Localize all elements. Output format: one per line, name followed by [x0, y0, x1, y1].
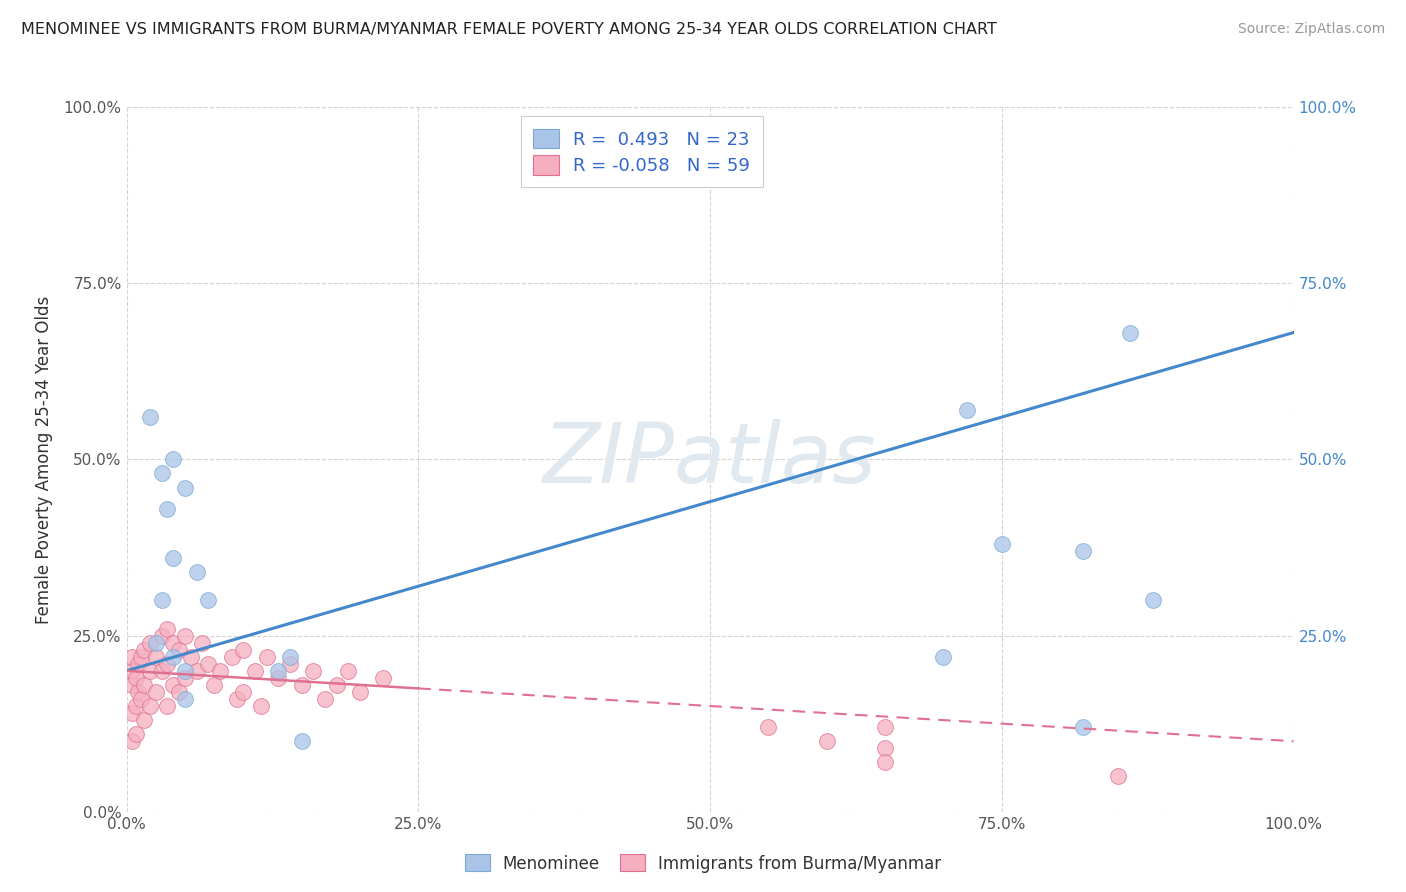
Point [150, 467, 173, 481]
Point [1119, 326, 1142, 340]
Point [127, 657, 149, 671]
Point [132, 642, 155, 657]
Legend: Menominee, Immigrants from Burma/Myanmar: Menominee, Immigrants from Burma/Myanmar [458, 847, 948, 880]
Point [150, 593, 173, 607]
Point [121, 734, 143, 748]
Point [256, 649, 278, 664]
Point [167, 685, 190, 699]
Point [191, 635, 214, 649]
Point [1142, 593, 1164, 607]
Point [174, 481, 197, 495]
Point [132, 678, 155, 692]
Point [302, 664, 325, 678]
Point [174, 664, 197, 678]
Point [139, 410, 162, 425]
Legend: R =  0.493   N = 23, R = -0.058   N = 59: R = 0.493 N = 23, R = -0.058 N = 59 [520, 116, 762, 187]
Point [337, 664, 360, 678]
Point [1108, 769, 1130, 784]
Point [267, 671, 290, 685]
Point [145, 649, 167, 664]
Point [208, 664, 231, 678]
Point [202, 678, 225, 692]
Y-axis label: Female Poverty Among 25-34 Year Olds: Female Poverty Among 25-34 Year Olds [35, 295, 52, 624]
Point [267, 664, 290, 678]
Point [197, 593, 219, 607]
Point [232, 685, 254, 699]
Point [156, 501, 179, 516]
Point [145, 635, 167, 649]
Point [875, 741, 897, 756]
Point [290, 678, 312, 692]
Point [132, 713, 155, 727]
Point [290, 734, 312, 748]
Point [162, 551, 184, 566]
Point [875, 756, 897, 770]
Point [232, 642, 254, 657]
Point [121, 678, 143, 692]
Point [127, 685, 149, 699]
Point [1073, 544, 1095, 558]
Text: ZIPatlas: ZIPatlas [543, 419, 877, 500]
Point [150, 628, 173, 642]
Point [129, 692, 152, 706]
Point [139, 664, 162, 678]
Point [156, 699, 179, 714]
Point [756, 720, 779, 734]
Point [121, 664, 143, 678]
Point [156, 657, 179, 671]
Point [932, 649, 955, 664]
Point [174, 671, 197, 685]
Point [221, 649, 243, 664]
Text: Source: ZipAtlas.com: Source: ZipAtlas.com [1237, 22, 1385, 37]
Point [162, 649, 184, 664]
Point [125, 671, 148, 685]
Point [956, 403, 979, 417]
Point [162, 678, 184, 692]
Point [125, 727, 148, 741]
Point [186, 565, 208, 579]
Point [156, 622, 179, 636]
Point [121, 706, 143, 720]
Point [815, 734, 838, 748]
Point [125, 699, 148, 714]
Point [129, 649, 152, 664]
Point [167, 642, 190, 657]
Point [174, 628, 197, 642]
Point [162, 635, 184, 649]
Point [139, 699, 162, 714]
Point [249, 699, 271, 714]
Point [180, 649, 202, 664]
Point [186, 664, 208, 678]
Point [139, 635, 162, 649]
Point [121, 649, 143, 664]
Point [145, 685, 167, 699]
Point [278, 657, 301, 671]
Point [373, 671, 395, 685]
Point [226, 692, 249, 706]
Point [349, 685, 371, 699]
Point [1073, 720, 1095, 734]
Point [150, 664, 173, 678]
Point [875, 720, 897, 734]
Text: MENOMINEE VS IMMIGRANTS FROM BURMA/MYANMAR FEMALE POVERTY AMONG 25-34 YEAR OLDS : MENOMINEE VS IMMIGRANTS FROM BURMA/MYANM… [21, 22, 997, 37]
Point [174, 692, 197, 706]
Point [243, 664, 266, 678]
Point [314, 692, 336, 706]
Point [162, 452, 184, 467]
Point [197, 657, 219, 671]
Point [325, 678, 347, 692]
Point [278, 649, 301, 664]
Point [990, 537, 1012, 551]
